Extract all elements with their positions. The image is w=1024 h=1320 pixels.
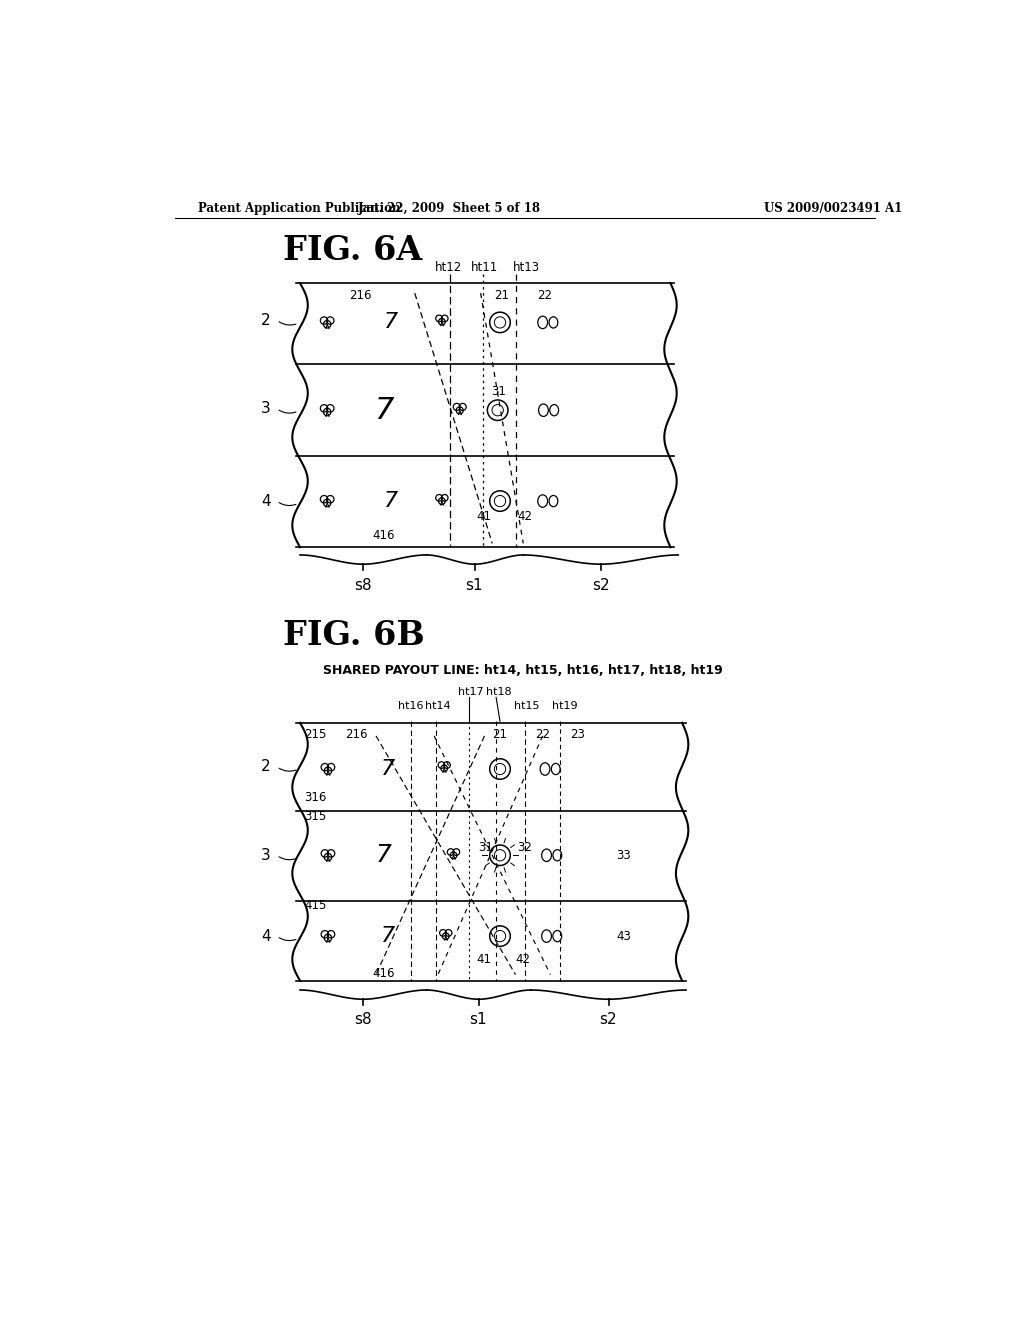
Text: 31: 31 — [478, 841, 494, 854]
Text: 315: 315 — [304, 810, 327, 824]
Text: 415: 415 — [304, 899, 327, 912]
Text: 7: 7 — [384, 313, 398, 333]
Text: 22: 22 — [535, 727, 550, 741]
Text: 7: 7 — [376, 843, 392, 867]
Text: 43: 43 — [616, 929, 631, 942]
Text: 22: 22 — [538, 289, 552, 302]
Text: 41: 41 — [477, 510, 492, 523]
Text: 33: 33 — [616, 849, 631, 862]
Text: ht12: ht12 — [434, 261, 462, 275]
Text: 42: 42 — [518, 510, 532, 523]
Text: ht19: ht19 — [552, 701, 578, 711]
Text: 7: 7 — [374, 396, 393, 425]
Text: s2: s2 — [600, 1011, 617, 1027]
Text: 2: 2 — [261, 759, 271, 775]
Text: 41: 41 — [477, 953, 492, 966]
Text: 416: 416 — [372, 966, 394, 979]
Text: ht17: ht17 — [458, 688, 483, 697]
Text: Patent Application Publication: Patent Application Publication — [198, 202, 400, 215]
Text: Jan. 22, 2009  Sheet 5 of 18: Jan. 22, 2009 Sheet 5 of 18 — [358, 202, 541, 215]
Text: SHARED PAYOUT LINE: ht14, ht15, ht16, ht17, ht18, ht19: SHARED PAYOUT LINE: ht14, ht15, ht16, ht… — [324, 664, 723, 677]
Text: ht15: ht15 — [514, 701, 540, 711]
Text: 4: 4 — [261, 928, 271, 944]
Text: 215: 215 — [304, 727, 327, 741]
Text: s1: s1 — [466, 578, 483, 593]
Text: ht11: ht11 — [471, 261, 498, 275]
Text: 32: 32 — [517, 841, 531, 854]
Text: 31: 31 — [490, 385, 506, 399]
Text: 216: 216 — [349, 289, 372, 302]
Text: 2: 2 — [261, 313, 271, 327]
Text: ht16: ht16 — [398, 701, 424, 711]
Text: 7: 7 — [381, 759, 394, 779]
Text: US 2009/0023491 A1: US 2009/0023491 A1 — [764, 202, 902, 215]
Text: 23: 23 — [569, 727, 585, 741]
Text: 7: 7 — [381, 927, 394, 946]
Text: 216: 216 — [345, 727, 368, 741]
Text: FIG. 6B: FIG. 6B — [283, 619, 425, 652]
Text: 3: 3 — [261, 847, 271, 863]
Text: s1: s1 — [469, 1011, 487, 1027]
Text: ht14: ht14 — [425, 701, 451, 711]
Text: s2: s2 — [592, 578, 609, 593]
Text: 416: 416 — [372, 529, 394, 543]
Text: 21: 21 — [494, 289, 509, 302]
Text: ht18: ht18 — [485, 688, 511, 697]
Text: 3: 3 — [261, 401, 271, 416]
Text: 42: 42 — [515, 953, 530, 966]
Text: 4: 4 — [261, 494, 271, 508]
Text: FIG. 6A: FIG. 6A — [283, 235, 422, 268]
Text: 7: 7 — [384, 491, 398, 511]
Text: ht13: ht13 — [513, 261, 540, 275]
Text: s8: s8 — [354, 578, 372, 593]
Text: 21: 21 — [493, 727, 507, 741]
Text: 316: 316 — [304, 791, 327, 804]
Text: s8: s8 — [354, 1011, 372, 1027]
